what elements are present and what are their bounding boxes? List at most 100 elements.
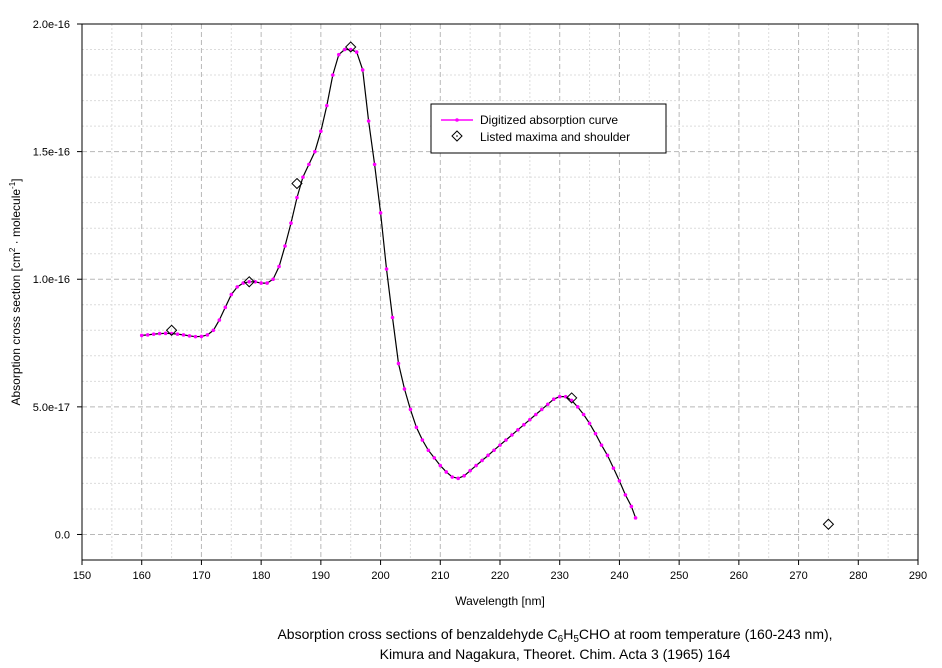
curve-point (229, 292, 234, 297)
x-tick-label: 190 (312, 570, 330, 582)
curve-point (629, 504, 634, 509)
curve-point (408, 407, 413, 412)
y-tick-label: 1.0e-16 (33, 274, 70, 286)
curve-point (492, 448, 496, 453)
y-tick-label: 2.0e-16 (33, 19, 70, 31)
curve-point (223, 305, 228, 310)
curve-point (247, 279, 251, 284)
curve-point (593, 431, 598, 436)
chart: 150 160 170 180 190 200 210 220 230 240 250 260 270 2… (8, 19, 927, 608)
curve-point (516, 428, 520, 432)
curve-point (342, 47, 347, 52)
y-axis-label: Absorption cross section [cm2 · molecule… (8, 178, 23, 405)
maxima-marker (291, 177, 303, 190)
curve-point (557, 394, 562, 399)
curve-point (253, 279, 257, 284)
maxima-marker (165, 324, 178, 336)
x-axis-label: Wavelength [nm] (455, 594, 545, 608)
curve-point (474, 463, 478, 468)
y-tick-label: 0.0 (55, 529, 70, 541)
curve-point (432, 456, 437, 460)
curve-point (372, 162, 377, 167)
legend-label-maxima: Listed maxima and shoulder (480, 130, 630, 144)
maxima-marker (822, 518, 835, 530)
x-tick-label: 180 (252, 570, 270, 582)
curve-point (480, 458, 484, 463)
curve-point (414, 425, 419, 430)
curve-point (587, 421, 592, 426)
curve-point (438, 463, 443, 468)
curve-point (545, 402, 550, 407)
x-tick-label: 270 (789, 570, 807, 582)
series-digitized-curve (139, 47, 638, 520)
curve-point (390, 315, 395, 320)
maxima-marker (565, 392, 578, 404)
curve-point (504, 438, 508, 442)
curve-point (510, 433, 514, 437)
legend-box (430, 103, 667, 154)
curve-point (599, 443, 604, 447)
curve-point (605, 453, 610, 458)
curve-point (581, 412, 586, 417)
curve-point (295, 195, 299, 200)
series-listed-maxima (165, 41, 835, 530)
curve-point (151, 332, 156, 336)
caption-line-2: Kimura and Nagakura, Theoret. Chim. Acta… (379, 646, 731, 662)
curve-point (462, 473, 466, 478)
x-tick-label: 150 (73, 570, 91, 582)
curve-point (623, 493, 628, 497)
curve-point (611, 466, 616, 470)
curve-point (384, 267, 389, 271)
curve-point (426, 448, 431, 453)
curve-point (354, 50, 359, 54)
x-tick-label: 160 (133, 570, 151, 582)
curve-point (325, 103, 329, 108)
x-tick-label: 240 (610, 570, 628, 582)
x-tick-label: 200 (371, 570, 389, 582)
maxima-marker (345, 41, 357, 53)
curve-point (336, 52, 341, 57)
curve-point (617, 479, 622, 483)
x-tick-label: 170 (192, 570, 210, 582)
legend-diamond-dot (456, 135, 458, 137)
curve-point (319, 129, 323, 133)
curve-point (313, 149, 317, 154)
curve-point (211, 328, 216, 333)
curve-point (289, 221, 293, 225)
x-tick-label: 260 (730, 570, 748, 582)
curve-point (378, 211, 383, 215)
curve-point (163, 331, 168, 336)
curve-point (486, 453, 490, 458)
x-axis: 150 160 170 180 190 200 210 220 230 240 250 260 270 2… (73, 560, 927, 582)
x-tick-label: 290 (909, 570, 927, 582)
curve-point (402, 387, 407, 391)
curve-point (217, 318, 222, 322)
maxima-marker (243, 276, 255, 288)
legend-dot-swatch (455, 118, 459, 122)
curve-point (145, 333, 150, 337)
y-tick-label: 5.0e-17 (33, 402, 70, 414)
curve-point (157, 331, 162, 336)
curve-point (139, 333, 144, 338)
curve-point (193, 334, 198, 339)
curve-point (450, 475, 455, 479)
legend-label-curve: Digitized absorption curve (480, 113, 618, 127)
curve-point (259, 281, 263, 285)
curve-point (301, 175, 305, 179)
curve-point (534, 412, 538, 417)
x-tick-label: 210 (431, 570, 449, 582)
curve-point (456, 476, 461, 481)
x-tick-label: 250 (670, 570, 688, 582)
curve-point (235, 285, 240, 289)
curve-point (498, 443, 502, 447)
curve-point (633, 516, 638, 520)
legend: Digitized absorption curve Listed maxima… (430, 103, 667, 154)
curve-point (575, 405, 580, 409)
x-tick-label: 280 (849, 570, 867, 582)
curve-point (199, 334, 204, 339)
curve-point (331, 73, 335, 77)
curve-point (540, 407, 544, 412)
curve-point (360, 68, 365, 72)
curve-point (181, 333, 186, 337)
curve-point (307, 162, 311, 167)
